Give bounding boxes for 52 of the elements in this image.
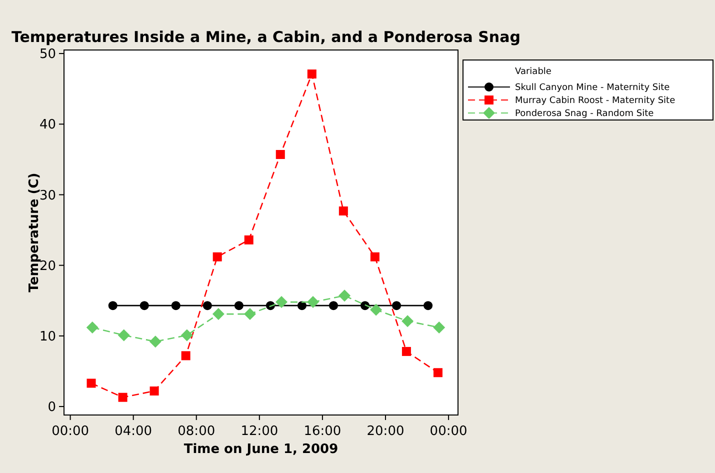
point	[328, 301, 338, 310]
point	[202, 301, 212, 310]
point	[118, 392, 128, 402]
point	[276, 150, 285, 159]
x-tick-label: 04:00	[114, 424, 152, 439]
point	[275, 296, 288, 308]
x-tick-label: 12:00	[240, 424, 278, 439]
point	[402, 315, 414, 328]
point	[150, 386, 159, 396]
x-tick-label: 00:00	[430, 424, 468, 439]
point	[171, 301, 180, 310]
point	[370, 252, 380, 262]
y-tick-label: 30	[39, 188, 56, 204]
point	[338, 290, 351, 302]
point	[86, 321, 98, 334]
chart-title: Temperatures Inside a Mine, a Cabin, and a Ponderosa Snag	[12, 28, 520, 46]
point	[402, 346, 411, 356]
point	[108, 301, 118, 310]
point	[297, 301, 306, 310]
y-tick-label: 50	[39, 47, 56, 62]
point	[433, 368, 442, 378]
point	[424, 301, 433, 310]
point	[140, 301, 149, 310]
point	[307, 296, 320, 308]
y-tick-label: 0	[48, 400, 56, 416]
x-tick-label: 20:00	[366, 424, 404, 439]
point	[212, 252, 222, 262]
legend-label: Ponderosa Snag - Random Site	[515, 109, 654, 120]
point	[244, 235, 254, 244]
point	[86, 378, 96, 388]
legend-title: Variable	[515, 67, 552, 77]
point	[338, 206, 348, 216]
x-tick-label: 16:00	[304, 424, 342, 439]
point	[433, 321, 446, 334]
y-axis-title: Temperature (C)	[27, 172, 42, 292]
point	[234, 301, 244, 310]
y-tick-label: 40	[39, 118, 56, 133]
legend-label: Skull Canyon Mine - Maternity Site	[515, 83, 670, 94]
point	[370, 304, 382, 316]
point	[244, 308, 256, 320]
point	[392, 301, 402, 310]
x-axis-title: Time on June 1, 2009	[184, 442, 338, 457]
point	[181, 351, 190, 360]
point	[212, 308, 224, 320]
point	[149, 336, 162, 348]
point	[118, 329, 130, 342]
y-tick-label: 10	[39, 329, 56, 344]
point	[180, 329, 193, 342]
legend-label: Murray Cabin Roost - Maternity Site	[515, 96, 676, 106]
x-tick-label: 08:00	[178, 424, 216, 439]
point	[307, 70, 316, 79]
x-tick-label: 00:00	[52, 424, 90, 439]
